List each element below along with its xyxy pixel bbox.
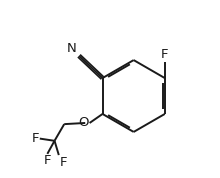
- Text: F: F: [44, 154, 51, 167]
- Text: F: F: [60, 156, 67, 169]
- Text: O: O: [78, 116, 89, 129]
- Text: F: F: [31, 132, 39, 145]
- Text: F: F: [161, 48, 169, 61]
- Text: N: N: [67, 42, 76, 55]
